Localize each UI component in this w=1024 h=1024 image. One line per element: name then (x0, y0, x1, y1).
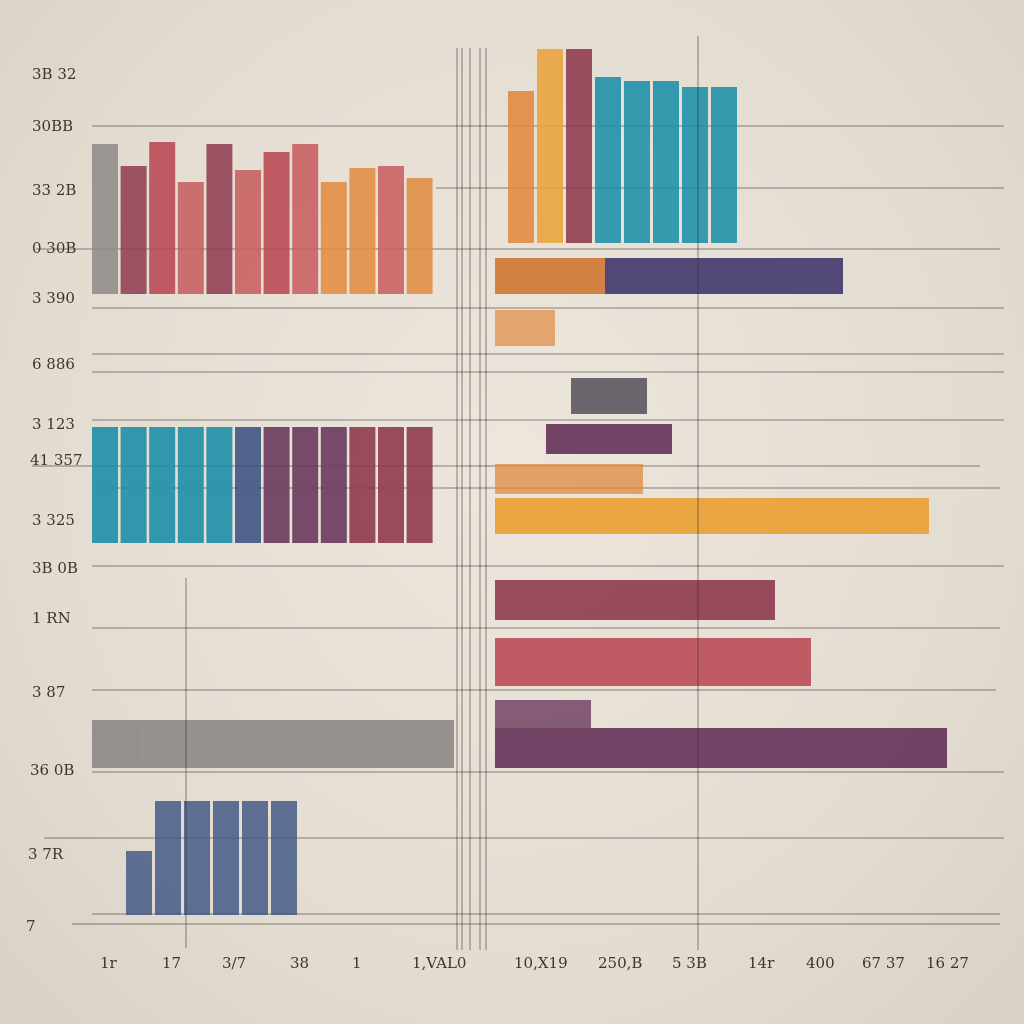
bar-g4-6 (271, 801, 297, 915)
bar-g4-1 (126, 851, 152, 915)
bar-g4-4 (213, 801, 239, 915)
x-tick-label-4: 38 (290, 954, 309, 972)
bar-g2-4 (595, 77, 621, 243)
x-tick-label-10: 14r (748, 954, 775, 972)
y-tick-label-11: 1 RN (32, 609, 71, 627)
x-tick-label-7: 10,X19 (514, 954, 568, 972)
hbar-g5-1 (92, 720, 454, 768)
bar-g2-5 (624, 81, 650, 243)
bar-g3-3 (149, 427, 176, 543)
bar-g1-1 (92, 144, 118, 294)
y-tick-label-6: 6 886 (32, 355, 75, 373)
x-tick-label-2: 17 (162, 954, 181, 972)
bar-g3-8 (292, 427, 319, 543)
bar-g1-8 (292, 144, 319, 294)
bar-g1-11 (378, 166, 404, 294)
hbar-g6-9 (495, 638, 811, 686)
y-tick-label-4: 0 30B (32, 239, 76, 257)
bar-g1-6 (235, 170, 261, 294)
x-tick-label-8: 250,B (598, 954, 642, 972)
x-tick-label-9: 5 3B (672, 954, 707, 972)
y-tick-label-9: 3 325 (32, 511, 75, 529)
bar-g3-6 (235, 427, 261, 543)
y-tick-label-12: 3 87 (32, 683, 65, 701)
bar-g4-2 (155, 801, 181, 915)
bar-g2-2 (537, 49, 563, 243)
bar-g3-4 (177, 427, 204, 543)
bar-g4-5 (242, 801, 268, 915)
bar-g3-7 (263, 427, 290, 543)
bar-g1-2 (120, 166, 147, 294)
y-tick-label-8: 41 357 (30, 451, 83, 469)
hbar-g6-7 (495, 498, 929, 534)
bar-g3-9 (320, 427, 347, 543)
bar-g1-12 (406, 178, 433, 294)
hbar-g6-4 (571, 378, 647, 414)
x-tick-label-13: 16 27 (926, 954, 969, 972)
y-tick-label-5: 3 390 (32, 289, 75, 307)
bar-g1-5 (206, 144, 233, 294)
hbar-g6-6 (495, 464, 643, 494)
hbar-g5-2 (92, 722, 140, 766)
hbar-g6-8 (495, 580, 775, 620)
y-tick-label-2: 30BB (32, 117, 73, 135)
y-tick-label-7: 3 123 (32, 415, 75, 433)
bar-g3-10 (349, 427, 376, 543)
bar-g1-7 (263, 152, 290, 294)
bar-g2-8 (711, 87, 737, 243)
bar-g2-7 (682, 87, 708, 243)
hbar-g6-5 (546, 424, 672, 454)
bar-g2-6 (653, 81, 679, 243)
x-tick-label-5: 1 (352, 954, 362, 972)
bar-g3-2 (120, 427, 147, 543)
bar-g2-1 (508, 91, 534, 243)
bar-g2-3 (566, 49, 592, 243)
bar-g3-11 (378, 427, 404, 543)
x-tick-label-1: 1r (100, 954, 118, 972)
x-tick-label-3: 3/7 (222, 954, 246, 972)
y-tick-label-1: 3B 32 (32, 65, 76, 83)
bar-g1-3 (149, 142, 176, 294)
hbar-g6-3 (495, 310, 555, 346)
bar-g4-3 (184, 801, 210, 915)
y-tick-label-14: 3 7R (28, 845, 64, 863)
hbar-g6-11 (495, 728, 947, 768)
x-tick-label-12: 67 37 (862, 954, 905, 972)
y-tick-label-3: 33 2B (32, 181, 76, 199)
bar-g3-5 (206, 427, 233, 543)
bar-g3-12 (406, 427, 433, 543)
bar-g1-4 (177, 182, 204, 294)
x-tick-label-6: 1,VAL0 (412, 954, 466, 972)
y-tick-label-13: 36 0B (30, 761, 74, 779)
y-tick-label-10: 3B 0B (32, 559, 78, 577)
hbar-g6-10 (495, 700, 591, 728)
bar-g1-9 (320, 182, 347, 294)
x-tick-label-11: 400 (806, 954, 835, 972)
bar-g3-1 (92, 427, 118, 543)
y-tick-label-15: 7 (26, 917, 36, 935)
bar-g1-10 (349, 168, 376, 294)
hbar-g6-2 (495, 258, 605, 294)
